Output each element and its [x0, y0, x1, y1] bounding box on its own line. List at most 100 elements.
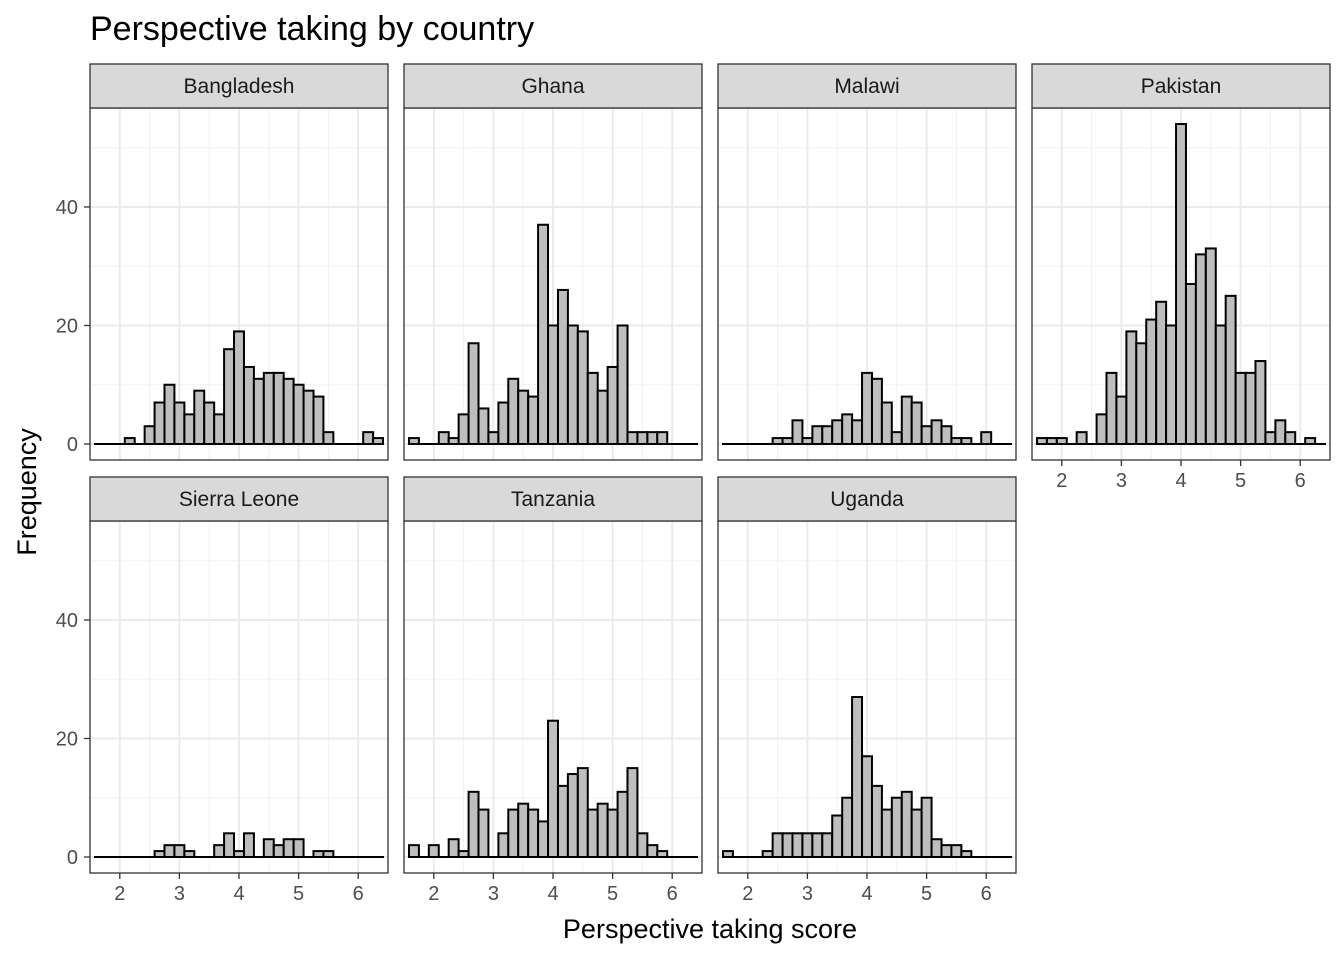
histogram-bar	[447, 838, 460, 859]
histogram-bar	[527, 395, 540, 445]
histogram-bar	[163, 844, 176, 858]
histogram-bar	[1165, 324, 1178, 445]
histogram-bar	[930, 419, 943, 445]
x-tick-label: 2	[428, 883, 439, 905]
facet-tanzania: Tanzania 2 3 4 5 6	[403, 476, 703, 905]
histogram-bar	[1244, 371, 1257, 445]
histogram-bar	[262, 838, 275, 859]
histogram-bar	[656, 431, 669, 446]
histogram-bar	[497, 401, 510, 446]
histogram-bar	[910, 808, 923, 858]
histogram-bar	[292, 838, 305, 859]
histogram-bar	[616, 790, 629, 859]
histogram-bars	[93, 832, 385, 859]
histogram-bar	[497, 832, 510, 859]
y-tick-label: 40	[56, 197, 78, 219]
histogram-bar	[576, 767, 589, 858]
histogram-bar	[537, 820, 550, 859]
histogram-bar	[1045, 437, 1058, 445]
histogram-bar	[1115, 395, 1128, 445]
histogram-bar	[831, 814, 844, 858]
facet-pakistan: Pakistan 2 3 4 5 6	[1031, 63, 1331, 492]
histogram-bar	[252, 377, 265, 446]
facet-sierra-leone: Sierra Leone 2 3 4 5 6 0 20 40	[56, 476, 389, 905]
histogram-bar	[811, 425, 824, 446]
histogram-bar	[312, 395, 325, 445]
histogram-bar	[596, 802, 609, 859]
histogram-bar	[153, 401, 166, 446]
x-tick-label: 4	[1175, 470, 1186, 492]
histogram-bar	[586, 808, 599, 858]
facet-strip-label: Tanzania	[511, 488, 595, 511]
histogram-bar	[517, 802, 530, 859]
histogram-bar	[173, 844, 186, 858]
histogram-bar	[656, 850, 669, 859]
histogram-bar	[960, 437, 973, 445]
histogram-bar	[861, 755, 873, 859]
histogram-bar	[781, 832, 794, 859]
x-tick-label: 3	[174, 883, 185, 905]
histogram-bar	[1204, 247, 1217, 445]
histogram-bar	[1194, 253, 1207, 445]
histogram-bar	[1254, 360, 1267, 446]
x-tick-label: 4	[861, 883, 872, 905]
x-tick-label: 5	[607, 883, 618, 905]
histogram-bar	[606, 365, 619, 445]
y-tick-label: 0	[67, 434, 78, 456]
histogram-bar	[831, 419, 844, 445]
histogram-bar	[1145, 318, 1158, 445]
histogram-bar	[203, 401, 216, 446]
x-tick-label: 6	[1295, 470, 1306, 492]
histogram-bar	[457, 850, 470, 859]
histogram-bar	[890, 431, 903, 446]
histogram-bar	[576, 330, 589, 445]
histogram-bar	[437, 431, 450, 446]
histogram-bar	[272, 844, 285, 858]
histogram-bar	[1264, 431, 1277, 446]
y-axis-title: Frequency	[12, 428, 42, 556]
facet-strip-label: Uganda	[830, 488, 904, 511]
histogram-bar	[940, 425, 953, 446]
x-tick-label: 5	[293, 883, 304, 905]
histogram-bar	[507, 377, 520, 446]
x-axis-title: Perspective taking score	[563, 914, 857, 944]
histogram-bar	[626, 431, 639, 446]
histogram-bar	[193, 389, 206, 445]
histogram-bar	[262, 371, 275, 445]
histogram-bar	[153, 850, 166, 859]
histogram-bar	[407, 437, 420, 445]
histogram-bar	[183, 413, 196, 445]
histogram-bar	[1284, 431, 1297, 446]
histogram-bar	[821, 832, 834, 859]
histogram-bar	[841, 413, 854, 445]
y-tick-label: 0	[67, 847, 78, 869]
histogram-bar	[920, 425, 933, 446]
histogram-bar	[1274, 419, 1287, 445]
histogram-bars	[721, 371, 1013, 446]
x-tick-label: 2	[1056, 470, 1067, 492]
histogram-bar	[427, 844, 440, 858]
histogram-bar	[487, 431, 500, 446]
histogram-bar	[282, 838, 295, 859]
facet-strip-label: Pakistan	[1141, 75, 1222, 98]
histogram-bar	[1175, 123, 1187, 445]
facet-strip-label: Bangladesh	[184, 75, 295, 98]
histogram-bar	[1234, 371, 1247, 445]
histogram-bar	[646, 844, 659, 858]
facet-uganda: Uganda 2 3 4 5 6	[717, 476, 1017, 905]
histogram-bar	[880, 401, 893, 446]
x-tick-label: 4	[233, 883, 244, 905]
histogram-bar	[870, 377, 883, 446]
x-tick-label: 2	[114, 883, 125, 905]
x-tick-label: 6	[667, 883, 678, 905]
histogram-bars	[407, 719, 699, 859]
histogram-bar	[302, 389, 315, 445]
histogram-bar	[851, 696, 864, 858]
histogram-bar	[517, 389, 530, 445]
facet-strip	[717, 63, 1017, 109]
histogram-bar	[960, 850, 973, 859]
histogram-bar	[407, 844, 420, 858]
histogram-bar	[761, 850, 774, 859]
